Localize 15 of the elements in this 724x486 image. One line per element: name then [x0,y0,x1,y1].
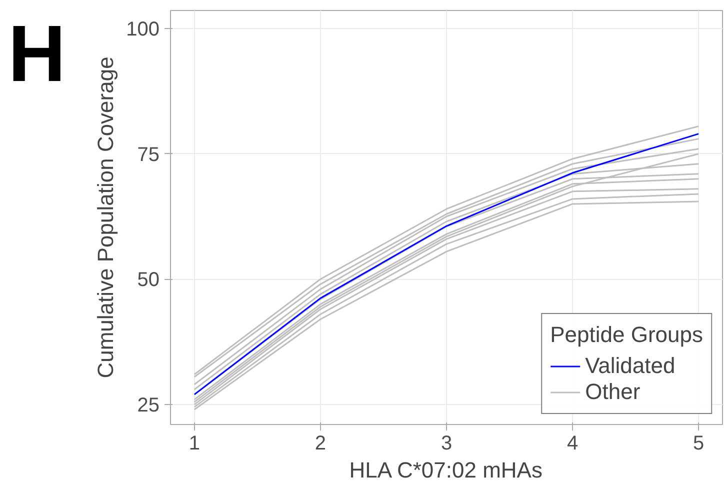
x-tick-label: 3 [440,432,452,454]
y-axis-title: Cumulative Population Coverage [93,56,118,378]
x-tick-label: 2 [314,432,326,454]
y-tick-label: 25 [137,394,160,416]
legend-title: Peptide Groups [550,322,703,348]
x-axis-title: HLA C*07:02 mHAs [349,458,542,482]
x-tick-label: 4 [566,432,578,454]
text: H [8,9,66,98]
y-tick-label: 50 [137,269,160,292]
x-tick-label: 1 [188,432,200,454]
y-tick-label: 75 [137,144,160,166]
x-tick-label: 5 [692,432,704,454]
legend-label: Other [585,379,640,405]
legend-label: Validated [585,353,676,379]
y-tick-label: 100 [126,18,160,41]
